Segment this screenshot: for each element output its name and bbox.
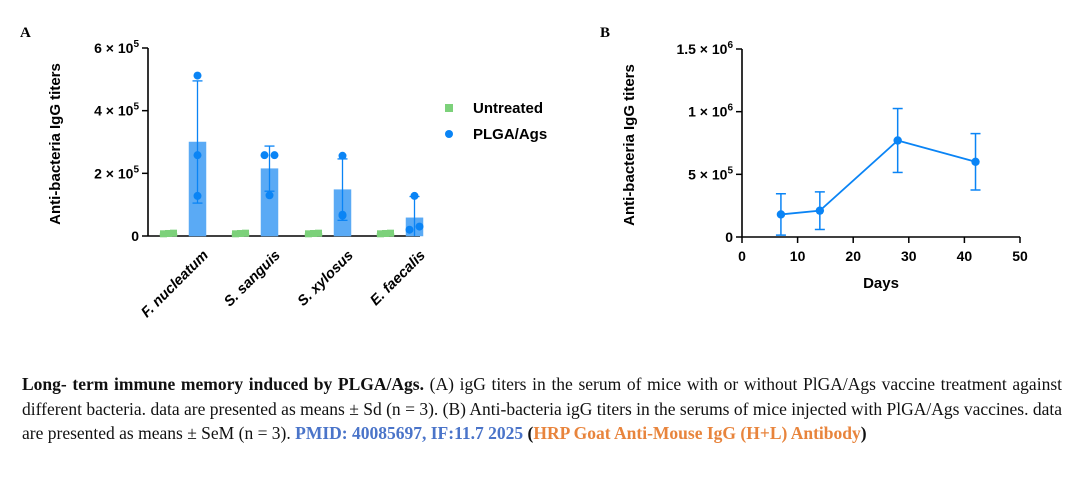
- panel-b-y-tick-label-mantissa: 5 × 10: [688, 166, 728, 182]
- panel-a-point-plga-ags: [410, 191, 419, 200]
- panel-a-point-plga-ags: [338, 211, 347, 220]
- panel-a-point-untreated: [377, 230, 384, 238]
- panel-b-data-point: [971, 157, 980, 166]
- panel-a-y-tick-label: 4 × 105: [94, 102, 139, 119]
- panel-a-y-tick-label-exponent: 5: [133, 102, 139, 113]
- panel-a-point-untreated: [305, 230, 312, 238]
- panel-a-point-plga-ags: [270, 151, 279, 160]
- panel-b-y-tick-label-mantissa: 0: [725, 229, 733, 245]
- panel-a-y-tick-label: 6 × 105: [94, 39, 139, 56]
- panel-a-point-untreated: [237, 229, 244, 237]
- panel-a-point-plga-ags: [193, 151, 202, 160]
- panel-b-y-tick-label: 0: [725, 229, 733, 245]
- panel-a-point-plga-ags: [193, 191, 202, 200]
- panel-a-y-tick-label-mantissa: 2 × 10: [94, 165, 134, 181]
- panel-a-x-tick-label: S. xylosus: [295, 248, 357, 310]
- panel-a-point-untreated: [232, 230, 239, 238]
- panel-b-data-point: [815, 206, 825, 215]
- panel-b-y-tick-label: 1 × 106: [688, 103, 733, 120]
- caption-paren-open: (: [523, 423, 534, 443]
- panel-a-y-axis-title: Anti-bacteria IgG titers: [47, 63, 64, 225]
- panel-b-y-axis-title: Anti-bacteria IgG titers: [621, 64, 638, 226]
- panel-a-point-untreated: [165, 229, 172, 237]
- panel-b-series-line: [780, 139, 976, 216]
- figure-caption: Long- term immune memory induced by PLGA…: [22, 372, 1062, 446]
- panel-a-point-plga-ags: [265, 191, 274, 200]
- panel-b-x-tick-label: 40: [957, 248, 973, 264]
- panel-b-x-tick-label: 20: [845, 248, 861, 264]
- panel-b-data-point: [893, 136, 902, 145]
- panel-a-point-untreated: [315, 229, 322, 237]
- panel-a-legend-label: Untreated: [473, 100, 543, 117]
- panel-b-y-tick-label-exponent: 6: [727, 40, 733, 51]
- panel-a-x-tick-label: F. nucleatum: [138, 247, 211, 320]
- panel-a-point-untreated: [170, 229, 177, 237]
- panel-a-y-tick-label: 0: [131, 228, 139, 244]
- panel-b-y-tick-label: 1.5 × 106: [676, 40, 733, 57]
- panel-a-legend-marker-plga-ags: [445, 130, 453, 138]
- panel-a-point-untreated: [160, 230, 167, 238]
- panel-a-point-plga-ags: [193, 71, 202, 80]
- panel-b-line-chart: B Anti-bacteria IgG titers Days 0 5 × 105 1 ×…: [600, 25, 1028, 292]
- panel-a-point-plga-ags: [405, 225, 414, 234]
- caption-title: Long- term immune memory induced by PLGA…: [22, 374, 424, 394]
- panel-b-label: B: [600, 25, 610, 41]
- caption-paren-close: ): [860, 423, 867, 443]
- panel-a-point-plga-ags: [338, 151, 347, 160]
- panel-b-x-axis-title: Days: [863, 275, 899, 292]
- panel-a-y-tick-label: 2 × 105: [94, 164, 139, 181]
- caption-antibody: HRP Goat Anti-Mouse IgG (H+L) Antibody: [533, 423, 861, 443]
- panel-a-point-untreated: [382, 229, 389, 237]
- panel-a-point-plga-ags: [260, 151, 269, 160]
- panel-b-x-tick-label: 10: [790, 248, 806, 264]
- panel-b-x-tick-label: 50: [1012, 248, 1028, 264]
- panel-b-y-tick-label-exponent: 5: [727, 165, 733, 176]
- panel-a-y-tick-label-mantissa: 0: [131, 228, 139, 244]
- panel-a-y-tick-label-exponent: 5: [133, 164, 139, 175]
- panel-a-point-untreated: [310, 229, 317, 237]
- panel-a-x-tick-label: E. faecalis: [367, 248, 428, 309]
- panel-b-x-tick-label: 30: [901, 248, 917, 264]
- panel-a-point-untreated: [242, 229, 249, 237]
- caption-body: (A) igG titers in the serum of mice with…: [22, 374, 1062, 443]
- panel-a-legend-label: PLGA/Ags: [473, 126, 547, 143]
- caption-pmid: PMID: 40085697, IF:11.7 2025: [295, 423, 524, 443]
- panel-b-x-tick-label: 0: [738, 248, 746, 264]
- panel-a-x-tick-label: S. sanguis: [221, 248, 284, 311]
- panel-b-data-point: [776, 210, 786, 219]
- panel-b-y-tick-label-exponent: 6: [727, 103, 733, 114]
- panel-a-y-tick-label-exponent: 5: [133, 39, 139, 50]
- panel-a-label: A: [20, 25, 31, 41]
- panel-a-y-tick-label-mantissa: 4 × 10: [94, 103, 134, 119]
- panel-a-legend-marker-untreated: [445, 104, 453, 112]
- panel-b-y-tick-label-mantissa: 1 × 10: [688, 104, 728, 120]
- panel-b-y-tick-label: 5 × 105: [688, 165, 733, 182]
- panel-a-point-untreated: [387, 229, 394, 237]
- panel-a-y-tick-label-mantissa: 6 × 10: [94, 40, 134, 56]
- panel-a-point-plga-ags: [415, 222, 424, 231]
- panel-b-y-tick-label-mantissa: 1.5 × 10: [676, 41, 727, 57]
